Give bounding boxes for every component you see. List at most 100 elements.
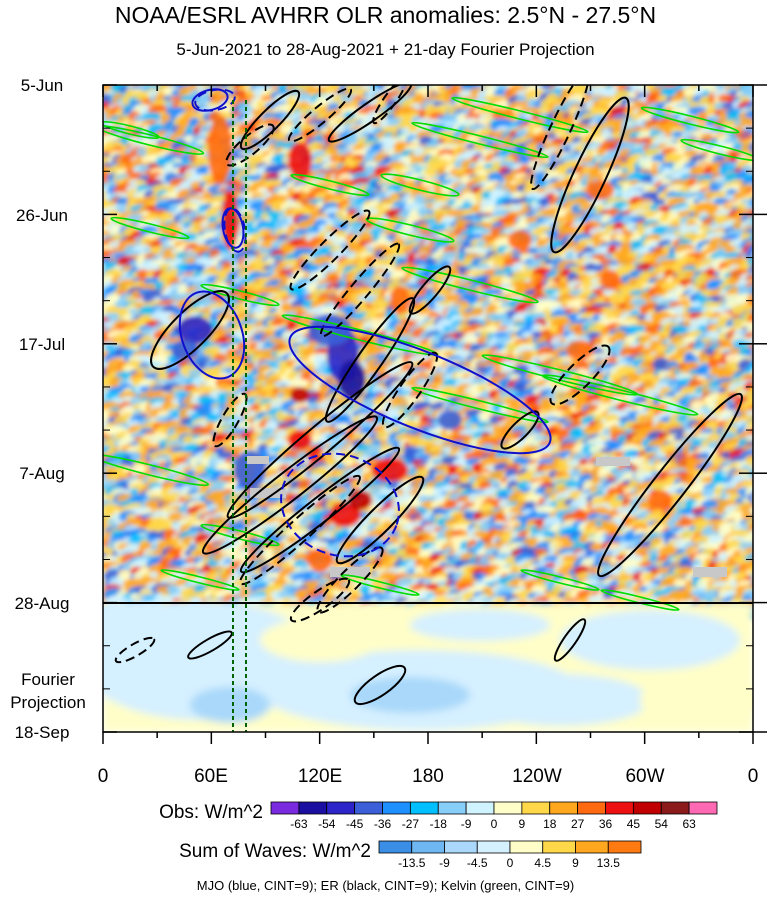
wave-contour <box>550 96 630 254</box>
colorbar-swatch <box>549 801 579 815</box>
colorbar-swatch <box>444 840 478 854</box>
wave-contour <box>680 138 753 162</box>
colorbar-swatch <box>632 801 662 815</box>
wave-contour <box>226 361 414 519</box>
colorbar-swatch <box>354 801 383 815</box>
wave-contour <box>335 475 425 565</box>
obs-colorbar: -63 -54 -45 -36 -27 -18 -9 0 9 18 27 36 45 54 63 Obs: W… <box>159 801 718 831</box>
wave-contour <box>365 217 455 243</box>
y-axis-labels: 5-Jun 26-Jun 17-Jul 7-Aug 28-Aug 18-Sep <box>15 76 70 742</box>
projection-label-1: Fourier <box>21 670 75 689</box>
wave-contour <box>327 85 413 143</box>
wave-contour <box>201 415 379 555</box>
colorbar-tick-label: 27 <box>571 817 585 831</box>
wave-contour <box>549 344 611 406</box>
missing-data-patches <box>247 456 727 577</box>
colorbar-tick-label: -4.5 <box>467 856 488 870</box>
colorbar-tick-label: 4.5 <box>534 856 551 870</box>
wave-contour <box>380 173 460 197</box>
colorbar-swatch <box>270 801 300 815</box>
wave-contour <box>150 290 230 370</box>
x-tick-label: 0 <box>98 766 109 787</box>
legend-footer: MJO (blue, CINT=9); ER (black, CINT=9); … <box>196 878 575 893</box>
colorbar-tick-label: -9 <box>461 817 472 831</box>
colorbar-swatch <box>607 840 642 854</box>
x-tick-label: 60E <box>194 766 228 787</box>
wave-contour <box>239 446 401 574</box>
x-tick-label: 180 <box>412 766 444 787</box>
colorbar-swatch <box>688 801 718 815</box>
colorbar-swatch <box>298 801 328 815</box>
wave-contour <box>319 242 401 338</box>
wave-contour <box>287 87 353 143</box>
wave-contour <box>103 453 210 487</box>
wave-contour <box>225 123 275 167</box>
y-tick-label: 17-Jul <box>19 335 65 354</box>
wave-contour <box>597 392 743 578</box>
x-axis-labels: 0 60E 120E 180 120W 60W 0 <box>98 766 759 787</box>
projection-field <box>103 600 753 732</box>
wave-contour <box>239 89 301 151</box>
y-tick-label: 28-Aug <box>15 594 70 613</box>
x-tick-label: 120E <box>298 766 342 787</box>
x-tick-label: 0 <box>748 766 759 787</box>
wave-contour <box>541 374 699 416</box>
x-tick-label: 60W <box>625 766 664 787</box>
colorbar-swatch <box>382 801 411 815</box>
colorbar-swatch <box>409 801 439 815</box>
colorbar-tick-label: 36 <box>599 817 613 831</box>
colorbar-swatch <box>378 840 413 854</box>
colorbar-tick-label: -63 <box>290 817 308 831</box>
wave-contour <box>381 351 439 429</box>
wave-contour <box>178 290 246 380</box>
colorbar-swatch <box>476 840 511 854</box>
y-tick-marks <box>103 84 767 733</box>
colorbar-swatch <box>509 840 544 854</box>
wave-contour <box>289 209 371 291</box>
chart-title: NOAA/ESRL AVHRR OLR anomalies: 2.5°N - 2… <box>114 2 657 28</box>
colorbar-tick-label: 45 <box>627 817 641 831</box>
missing-data-patch <box>330 567 370 577</box>
colorbar-title: Obs: W/m^2 <box>159 802 263 823</box>
y-tick-label: 5-Jun <box>21 76 64 95</box>
wave-contour <box>553 618 587 662</box>
wave-contour <box>408 265 452 315</box>
plot-axes <box>102 84 767 744</box>
wave-contour <box>520 569 600 591</box>
colorbar-tick-label: -13.5 <box>398 856 426 870</box>
colorbar-swatch <box>521 801 551 815</box>
y-tick-label: 18-Sep <box>15 723 70 742</box>
wave-contour <box>187 630 233 660</box>
colorbar-tick-label: 0 <box>491 817 498 831</box>
wave-contour <box>451 96 589 134</box>
colorbar-tick-label: 9 <box>519 817 526 831</box>
wave-contour <box>103 120 160 140</box>
wave-contour <box>290 173 370 197</box>
colorbar-swatch <box>577 801 606 815</box>
missing-data-patch <box>250 488 286 498</box>
wave-contour <box>223 207 247 253</box>
wave-contour <box>194 88 236 112</box>
colorbar-swatch <box>465 801 495 815</box>
waves-colorbar: -13.5 -9 -4.5 0 4.5 9 13.5 Sum of Waves: W/m^2 <box>179 840 642 870</box>
colorbar-tick-label: 13.5 <box>597 856 621 870</box>
chart-subtitle: 5-Jun-2021 to 28-Aug-2021 + 21-day Fouri… <box>176 40 595 59</box>
x-tick-label: 120W <box>512 766 562 787</box>
colorbar-swatch <box>605 801 634 815</box>
colorbar-swatch <box>493 801 523 815</box>
wave-contour <box>160 569 240 591</box>
wave-contour <box>372 85 408 125</box>
y-tick-label: 26-Jun <box>16 206 68 225</box>
missing-data-patch <box>247 456 269 464</box>
colorbar-tick-label: 18 <box>543 817 557 831</box>
wave-contour <box>530 85 590 191</box>
colorbar-swatch <box>575 840 609 854</box>
wave-contour <box>411 121 549 159</box>
wave-contour <box>114 636 156 664</box>
projection-label-2: Projection <box>10 693 86 712</box>
colorbar-tick-label: 0 <box>507 856 514 870</box>
wave-contour <box>103 125 205 155</box>
wave-contours <box>103 85 753 732</box>
colorbar-swatch <box>411 840 445 854</box>
